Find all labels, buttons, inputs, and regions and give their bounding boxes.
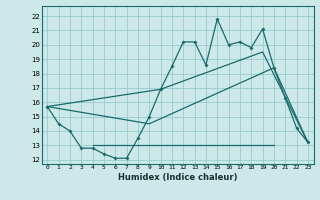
- X-axis label: Humidex (Indice chaleur): Humidex (Indice chaleur): [118, 173, 237, 182]
